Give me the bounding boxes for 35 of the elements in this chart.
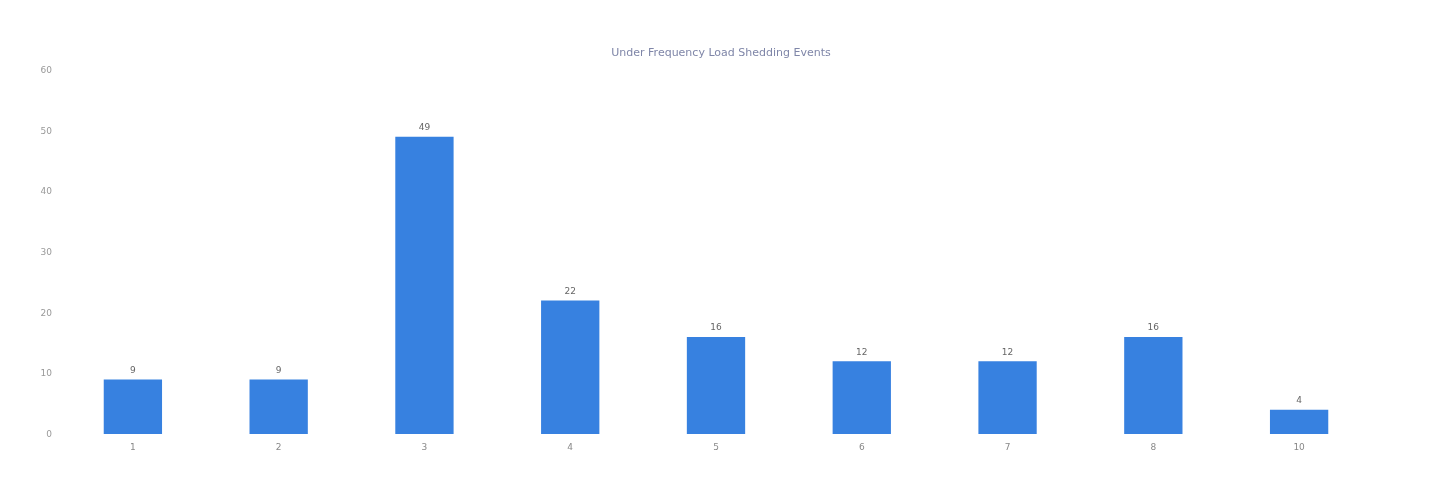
data-label: 12 (1001, 346, 1014, 357)
y-tick-label: 40 (40, 186, 53, 197)
data-label: 22 (564, 286, 576, 297)
bar (1124, 336, 1183, 434)
bar (249, 379, 308, 434)
y-tick-label: 10 (40, 368, 53, 379)
data-label: 16 (710, 322, 722, 333)
x-tick-label: 3 (421, 441, 428, 452)
data-label: 16 (1147, 322, 1160, 333)
data-label: 4 (1296, 395, 1303, 406)
bar (541, 300, 600, 434)
x-tick-label: 1 (130, 441, 136, 452)
data-label: 9 (275, 364, 282, 375)
bar (978, 361, 1037, 434)
bar (1269, 409, 1329, 434)
y-tick-label: 0 (46, 429, 53, 439)
bar (686, 336, 746, 434)
y-tick-label: 50 (40, 125, 53, 136)
y-tick-label: 60 (40, 65, 53, 75)
data-label: 49 (418, 122, 431, 133)
x-tick-label: 4 (567, 441, 574, 452)
x-tick-label: 5 (713, 441, 719, 452)
data-label: 12 (856, 346, 868, 357)
x-tick-label: 6 (858, 441, 865, 452)
y-tick-label: 30 (40, 247, 53, 257)
bar (103, 379, 163, 434)
x-tick-label: 7 (1004, 441, 1011, 452)
y-tick-label: 20 (40, 307, 53, 318)
x-tick-label: 10 (1293, 441, 1306, 452)
bar (832, 361, 891, 434)
x-tick-label: 2 (275, 441, 282, 452)
chart-title: Under Frequency Load Shedding Events (611, 46, 831, 59)
data-label: 9 (130, 364, 137, 375)
x-tick-label: 8 (1150, 441, 1157, 452)
bar (395, 136, 454, 434)
